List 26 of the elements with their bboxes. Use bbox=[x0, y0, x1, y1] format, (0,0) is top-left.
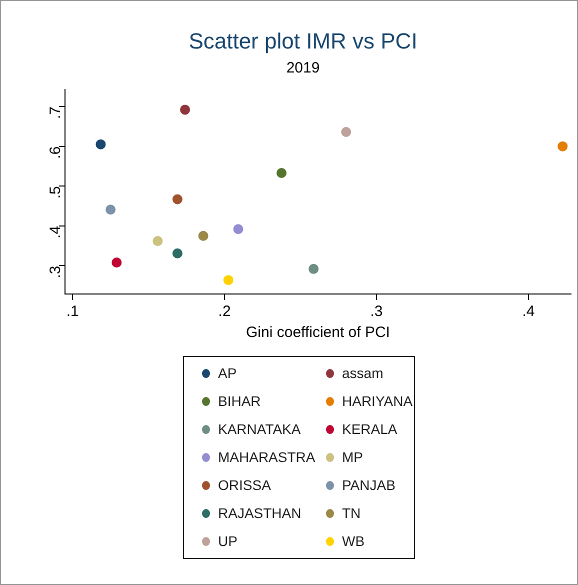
x-tick-label: .2 bbox=[218, 303, 231, 320]
x-tick-label: .1 bbox=[66, 303, 79, 320]
legend-label: MP bbox=[342, 448, 363, 467]
legend-label: assam bbox=[342, 364, 384, 383]
chart-subtitle: 2019 bbox=[286, 60, 320, 77]
x-tick-label: .3 bbox=[370, 303, 383, 320]
legend-label: KERALA bbox=[342, 420, 398, 439]
legend-label: BIHAR bbox=[218, 392, 261, 411]
x-axis-title: Gini coefficient of PCI bbox=[246, 324, 390, 342]
legend-label: TN bbox=[342, 504, 361, 523]
y-tick-label: .3 bbox=[47, 266, 64, 278]
y-tick-label: .4 bbox=[47, 226, 64, 238]
legend-label: AP bbox=[218, 364, 237, 383]
legend-label: RAJASTHAN bbox=[218, 504, 302, 523]
y-tick-label: .6 bbox=[47, 146, 64, 159]
legend-label: UP bbox=[218, 532, 238, 551]
y-tick-label: .5 bbox=[47, 186, 64, 199]
legend-label: KARNATAKA bbox=[218, 420, 301, 439]
legend-label: WB bbox=[342, 532, 365, 551]
chart-title: Scatter plot IMR vs PCI bbox=[188, 28, 418, 54]
x-tick-label: .4 bbox=[522, 303, 535, 320]
y-tick-label: .7 bbox=[47, 106, 64, 120]
legend-label: HARIYANA bbox=[342, 392, 413, 411]
legend-label: ORISSA bbox=[218, 476, 271, 495]
legend-label: PANJAB bbox=[342, 476, 396, 495]
legend-label: MAHARASTRA bbox=[218, 448, 316, 467]
